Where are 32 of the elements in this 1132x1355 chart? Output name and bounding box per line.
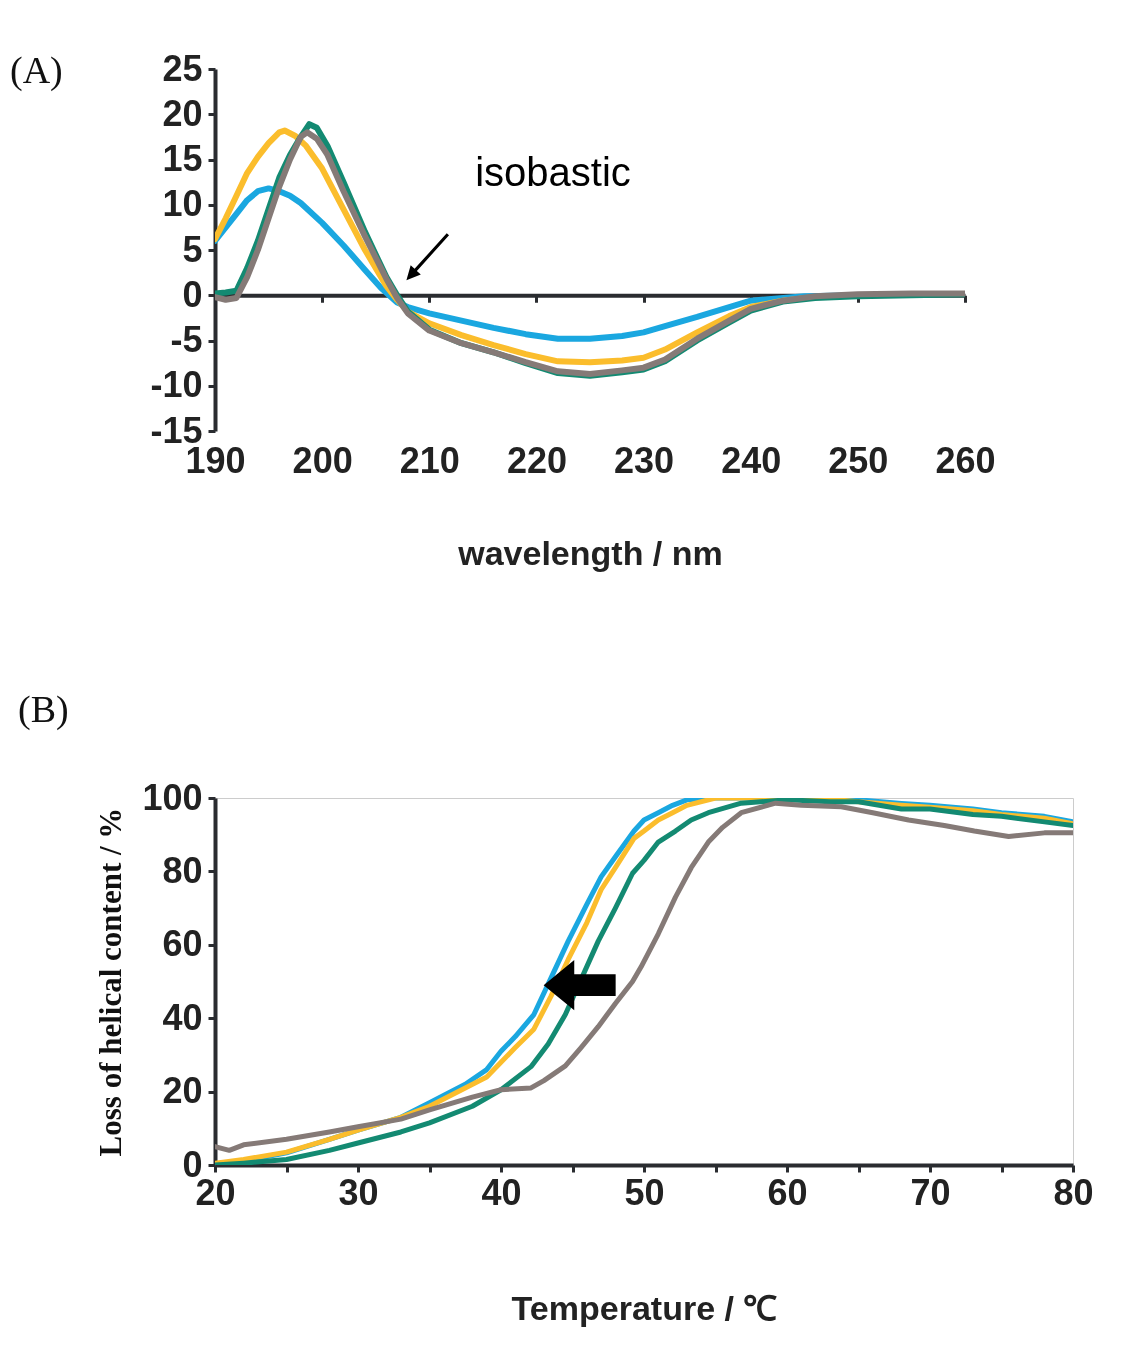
chart-title: (B): [18, 688, 69, 731]
x-tick-label: 220: [506, 439, 567, 481]
x-axis-title: wavelength / nm: [457, 533, 723, 572]
y-tick-label: 0: [182, 273, 203, 315]
x-tick-label: 260: [935, 439, 996, 481]
y-tick-label: -10: [150, 364, 203, 406]
y-tick-label: 40: [162, 996, 203, 1038]
y-tick-label: 20: [162, 92, 203, 134]
x-tick-label: 250: [828, 439, 889, 481]
x-tick-label: 240: [721, 439, 782, 481]
x-tick-label: 200: [292, 439, 353, 481]
x-tick-label: 30: [338, 1171, 379, 1213]
y-tick-label: 80: [162, 849, 203, 891]
x-tick-label: 70: [910, 1171, 951, 1213]
y-tick-label: 20: [162, 1070, 203, 1112]
y-tick-label: 25: [162, 47, 203, 89]
chart-title: (A): [10, 49, 63, 92]
x-tick-label: 210: [399, 439, 460, 481]
x-tick-label: 50: [624, 1171, 665, 1213]
x-tick-label: 60: [767, 1171, 808, 1213]
y-tick-label: 10: [162, 183, 203, 225]
y-tick-label: 5: [182, 228, 203, 270]
y-tick-label: -5: [170, 319, 203, 360]
y-tick-label: 15: [162, 138, 203, 179]
x-axis-title: Temperature / ℃: [511, 1288, 778, 1327]
y-tick-label: 100: [142, 776, 203, 818]
y-axis-title: Loss of helical content / %: [93, 807, 129, 1157]
annotation: isobastic: [475, 150, 631, 194]
x-tick-label: 230: [614, 439, 675, 481]
x-tick-label: 40: [481, 1171, 522, 1213]
x-tick-label: 80: [1053, 1171, 1094, 1213]
y-tick-label: 60: [162, 923, 203, 965]
